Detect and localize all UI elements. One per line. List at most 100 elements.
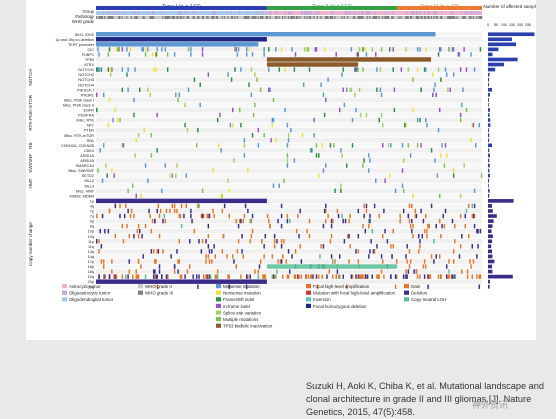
cnv-cell [294, 274, 297, 279]
cnv-cell [280, 223, 283, 229]
cnv-cell [123, 213, 126, 219]
grade-cell [357, 16, 359, 19]
pathology-cell [120, 11, 122, 15]
pathology-cell [232, 11, 234, 15]
legend-label: Nonsense mutation [223, 291, 261, 296]
gene-label: 17p [88, 260, 94, 264]
pathology-cell [300, 11, 302, 15]
cnv-cell [157, 203, 160, 209]
mutation-cell [106, 173, 108, 178]
cnv-cell [249, 239, 251, 244]
pathology-cell [171, 11, 173, 15]
mutation-cell [322, 92, 325, 98]
gene-label: NF1 [87, 124, 94, 128]
grade-cell [234, 16, 236, 19]
mutation-cell [161, 47, 163, 52]
grade-cell [204, 16, 206, 19]
pathology-cell [135, 11, 137, 15]
grade-cell [429, 16, 432, 19]
cnv-cell [197, 203, 199, 209]
cnv-cell [201, 213, 204, 219]
pathology-cell [126, 11, 128, 15]
mutation-cell [362, 47, 364, 52]
cnv-cell [336, 269, 339, 274]
mutation-cell [459, 112, 462, 118]
mutation-cell [166, 67, 169, 72]
count-bar [488, 77, 490, 82]
cnv-cell [191, 218, 193, 224]
cnv-cell [464, 223, 467, 229]
grade-cell [272, 16, 275, 19]
cnv-cell [461, 234, 463, 239]
pathology-cell [294, 11, 297, 15]
cnv-cell [189, 264, 191, 269]
mutation-cell [220, 193, 222, 199]
cnv-cell [223, 203, 226, 209]
legend-label: Inversion [313, 297, 331, 302]
cnv-cell [450, 274, 453, 279]
grade-cell [185, 16, 187, 19]
cnv-cell [380, 254, 383, 259]
mutation-cell [350, 47, 353, 52]
gene-label: Misc. PI3K class II [63, 103, 94, 107]
cnv-cell [430, 203, 433, 209]
grade-cell [259, 16, 262, 19]
count-bar [488, 269, 493, 274]
count-bar [488, 183, 489, 188]
gene-label: Misc. SWI/SNF [68, 169, 94, 173]
group-bar [266, 6, 398, 10]
cnv-cell [412, 223, 414, 229]
mutation-cell [412, 77, 414, 82]
cnv-cell [469, 259, 471, 264]
pathology-cell [243, 11, 246, 15]
grade-cell [377, 16, 379, 19]
mutation-cell [359, 112, 362, 118]
pathology-cell [245, 11, 248, 15]
mutation-cell [438, 107, 441, 113]
cnv-cell [121, 274, 124, 279]
cnv-cell [227, 274, 229, 279]
cnv-cell [308, 234, 311, 239]
mutation-cell [250, 92, 253, 98]
cnv-cell [364, 274, 367, 279]
mutation-cell [378, 117, 380, 123]
grade-cell [265, 16, 268, 19]
count-bar [488, 274, 513, 279]
grade-cell [123, 16, 126, 19]
mutation-cell [313, 117, 315, 123]
cnv-cell [216, 269, 219, 274]
cnv-cell [287, 249, 290, 254]
cnv-cell [119, 213, 121, 219]
mutation-cell [259, 87, 262, 92]
grade-cell [457, 16, 459, 19]
mutation-cell [371, 47, 374, 52]
legend-swatch [216, 290, 221, 295]
mutation-cell [97, 168, 99, 173]
mutation-cell [251, 52, 254, 57]
cnv-cell [152, 249, 155, 254]
cnv-cell [178, 259, 181, 264]
cnv-cell [280, 259, 283, 264]
grade-cell [159, 16, 162, 19]
cnv-cell [418, 234, 420, 239]
cnv-cell [369, 218, 371, 224]
pathology-cell [162, 11, 164, 15]
legend-swatch [62, 284, 67, 289]
cnv-cell [435, 223, 437, 229]
cnv-cell [140, 264, 142, 269]
cnv-cell [128, 234, 131, 239]
cnv-cell [357, 234, 360, 239]
count-bar [488, 82, 489, 87]
mutation-cell [184, 122, 186, 128]
pathology-cell [325, 11, 327, 15]
cnv-cell [190, 208, 192, 214]
grade-cell [258, 16, 261, 19]
cnv-cell [477, 228, 479, 234]
legend-label: Missense mutation [223, 284, 260, 289]
header-row-label: Pathology [75, 14, 95, 19]
grade-cell [241, 16, 243, 19]
cnv-cell [211, 249, 213, 254]
mutation-cell [356, 52, 358, 57]
header-row-label: Group [82, 9, 94, 14]
legend-swatch [62, 290, 67, 295]
